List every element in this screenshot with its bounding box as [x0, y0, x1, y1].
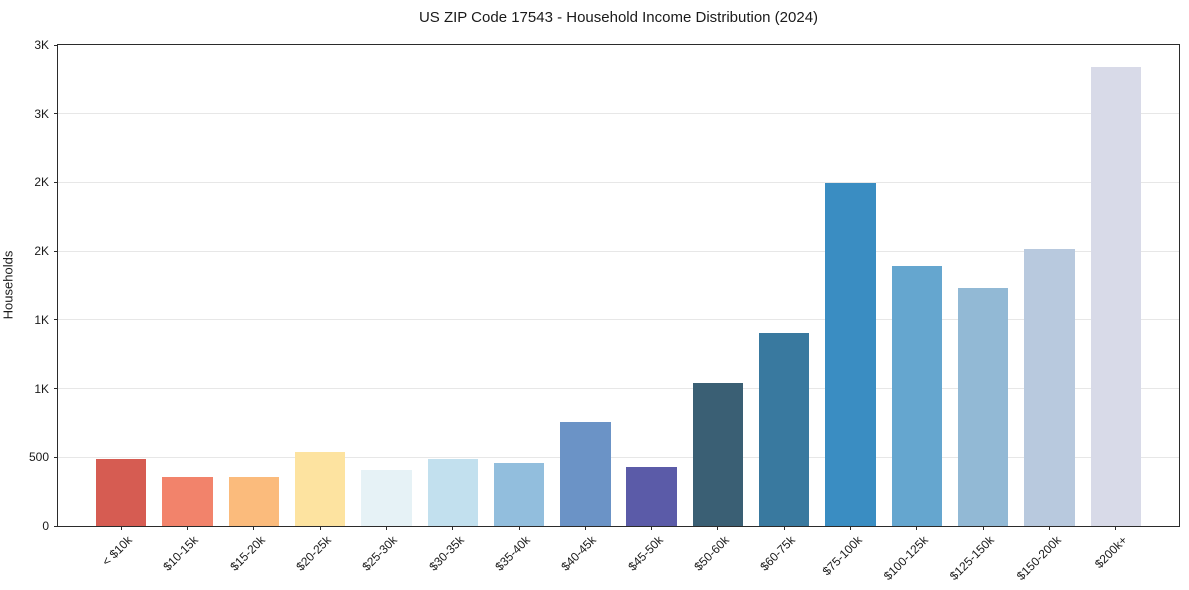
gridline [58, 113, 1179, 115]
x-tick-mark [385, 526, 387, 530]
bar [162, 476, 213, 526]
x-tick-label: $35-40k [492, 533, 533, 574]
x-tick-label: $200k+ [1091, 533, 1130, 571]
bar [626, 466, 677, 526]
y-tick-label: 3K [34, 106, 49, 121]
x-tick-mark [253, 526, 255, 530]
bar [958, 288, 1009, 526]
gridline [58, 319, 1179, 321]
x-tick-label: $150-200k [1013, 533, 1064, 584]
bar [891, 266, 943, 526]
x-tick-label: $40-45k [558, 533, 600, 574]
x-tick-label: $60-75k [757, 533, 799, 574]
y-tick-mark [54, 456, 58, 458]
bar [361, 469, 412, 526]
x-tick-mark [982, 526, 984, 530]
x-tick-label: $100-125k [880, 533, 931, 584]
y-tick-mark [54, 113, 58, 115]
x-tick-label: $30-35k [426, 533, 467, 574]
bar [692, 383, 744, 526]
x-tick-mark [452, 526, 454, 530]
x-tick-mark [850, 526, 852, 530]
y-tick-label: 500 [28, 450, 49, 465]
y-tick-mark [54, 44, 58, 46]
bar [228, 477, 279, 526]
gridline [58, 388, 1179, 390]
x-tick-mark [518, 526, 520, 530]
x-tick-mark [1049, 526, 1051, 530]
y-tick-mark [54, 388, 58, 390]
x-tick-mark [319, 526, 321, 530]
x-tick-mark [916, 526, 918, 530]
y-tick-label: 1K [34, 312, 49, 327]
x-tick-label: $20-25k [293, 533, 334, 574]
x-tick-mark [186, 526, 188, 530]
gridline [58, 456, 1179, 458]
chart-title: US ZIP Code 17543 - Household Income Dis… [418, 9, 819, 26]
x-tick-mark [1115, 526, 1117, 530]
x-tick-mark [120, 526, 122, 530]
bar [294, 452, 346, 526]
x-tick-label: $125-150k [947, 533, 998, 584]
x-tick-label: $15-20k [227, 533, 268, 574]
y-tick-label: 2K [34, 244, 49, 259]
y-tick-label: 3K [34, 38, 49, 52]
y-tick-mark [54, 525, 58, 527]
bar [1090, 67, 1142, 526]
x-tick-mark [783, 526, 785, 530]
y-tick-label: 2K [34, 175, 49, 190]
y-tick-mark [54, 250, 58, 252]
bar [95, 459, 147, 526]
x-tick-mark [717, 526, 719, 530]
bar [427, 459, 478, 526]
x-tick-label: $75-100k [819, 533, 865, 579]
x-tick-label: $45-50k [624, 533, 666, 574]
x-tick-mark [584, 526, 586, 530]
y-tick-label: 1K [34, 381, 49, 396]
x-tick-label: < $10k [99, 533, 136, 569]
x-tick-label: $25-30k [359, 533, 401, 574]
y-axis-label: Households [0, 250, 16, 320]
x-tick-mark [651, 526, 653, 530]
y-tick-mark [54, 181, 58, 183]
bar [825, 183, 876, 526]
bar [759, 332, 810, 526]
bar [560, 421, 611, 526]
y-tick-label: 0 [42, 519, 49, 533]
y-tick-mark [54, 319, 58, 321]
bar [493, 463, 545, 526]
x-tick-label: $10-15k [160, 533, 202, 574]
gridline [58, 181, 1179, 183]
gridline [58, 250, 1179, 252]
plot-area: 0 500 1K 1K 2K 2K 3K 3K < $10k $10-15k $15-20k $20-… [29, 38, 1180, 583]
bar [1024, 249, 1075, 526]
x-tick-label: $50-60k [691, 533, 732, 574]
